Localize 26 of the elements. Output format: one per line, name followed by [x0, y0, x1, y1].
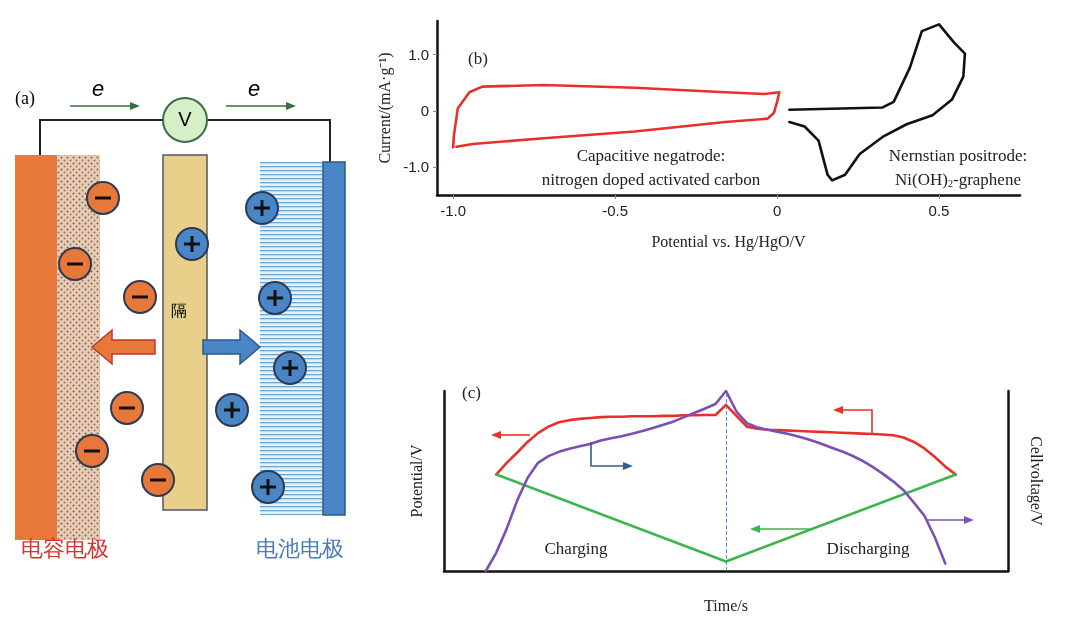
annotation: (c) — [462, 382, 481, 402]
x-tick-label: -1.0 — [440, 202, 467, 219]
text: 电容电极 — [21, 536, 109, 561]
text: 电池电极 — [256, 536, 344, 561]
y-axis-title: Potential/V — [407, 444, 425, 518]
x-tick-label: 0 — [772, 202, 782, 219]
annotation: Discharging — [826, 538, 910, 558]
text: V — [178, 108, 193, 131]
text: (a) — [15, 88, 35, 110]
annotation: Charging — [544, 538, 608, 558]
text: e — [247, 75, 261, 101]
y-tick-label: -1.0 — [403, 158, 429, 176]
y2-axis-title: Cellvoltage/V — [1026, 436, 1045, 527]
x-tick-label: 0.5 — [928, 202, 950, 219]
annotation: Nernstian positrode: Ni(OH)2-graphene — [888, 145, 1028, 189]
text: 隔 — [171, 302, 187, 320]
y-tick-label: 0 — [420, 102, 429, 120]
annotation: (b) — [468, 48, 488, 68]
x-axis-title: Potential vs. Hg/HgO/V — [651, 232, 807, 251]
x-tick-label: -0.5 — [602, 202, 629, 219]
y-axis-title: Current/(mA·g⁻¹) — [375, 52, 394, 164]
annotation: Capacitive negatrode: nitrogen doped activated carbon — [541, 145, 761, 189]
line-series — [451, 83, 781, 149]
x-axis-title: Time/s — [704, 596, 748, 614]
y-tick-label: 1.0 — [408, 46, 429, 64]
text: e — [91, 75, 105, 101]
